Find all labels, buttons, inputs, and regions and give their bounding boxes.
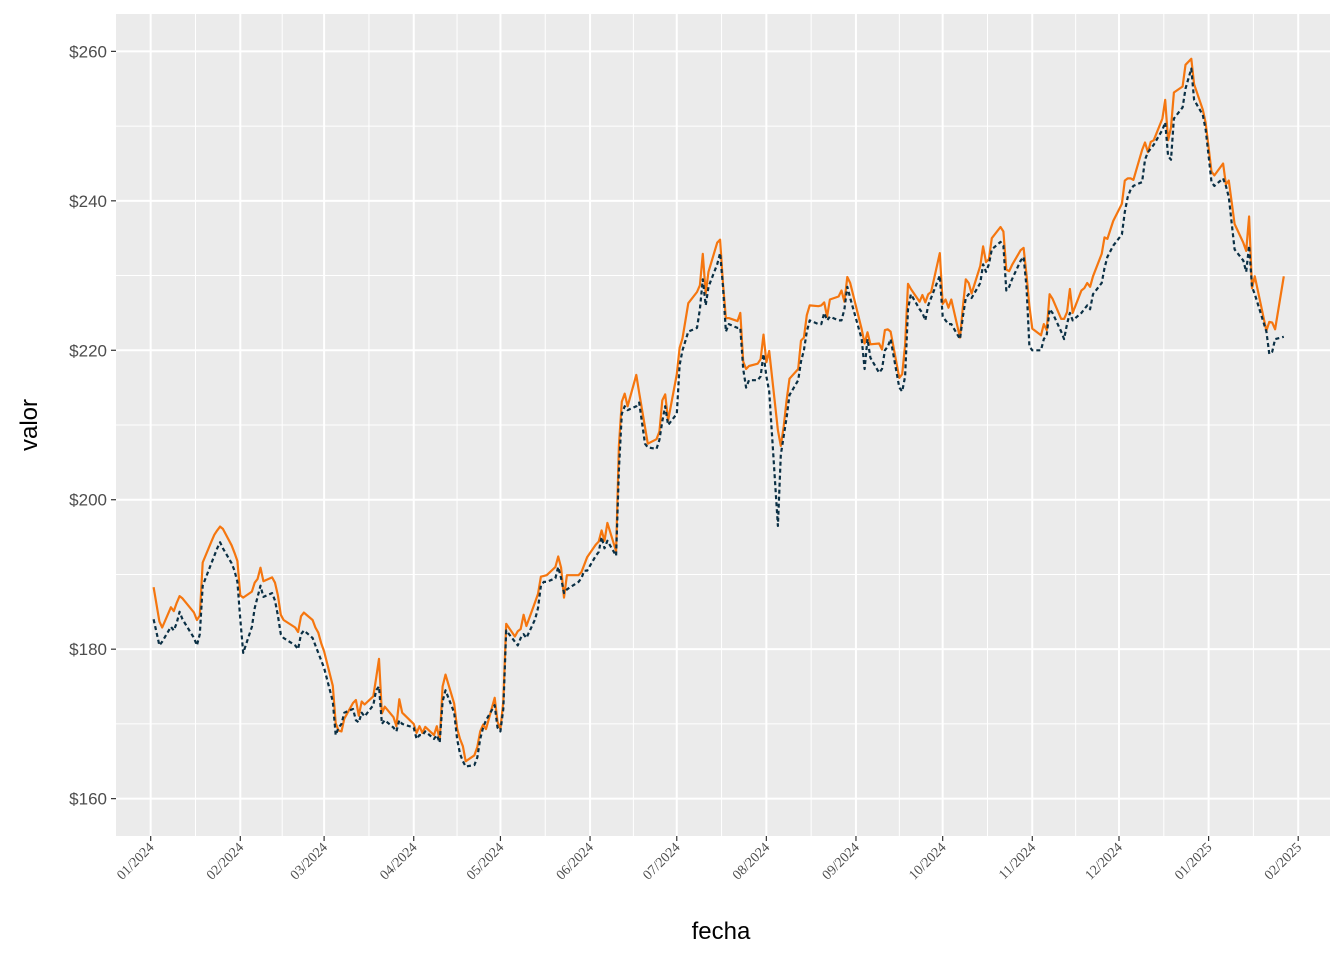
y-tick-label: $240	[69, 192, 107, 211]
x-tick-label: 04/2024	[377, 840, 420, 883]
x-tick-label: 06/2024	[554, 840, 597, 883]
x-tick-label: 03/2024	[288, 840, 331, 883]
major-gridlines	[116, 14, 1330, 836]
x-tick-label: 11/2024	[996, 840, 1039, 883]
x-tick-label: 02/2024	[204, 840, 247, 883]
x-tick-label: 08/2024	[730, 840, 773, 883]
series-line-2	[152, 67, 1285, 768]
x-axis: 01/2024 02/2024 03/2024 04/2024 05/2024 06/20…	[114, 836, 1305, 883]
y-axis-title: valor	[16, 399, 43, 451]
x-tick-label: 07/2024	[641, 840, 684, 883]
y-axis: $160 $180 $200 $220 $240 $260	[69, 42, 116, 809]
y-tick-label: $220	[69, 341, 107, 360]
series-layer	[152, 57, 1285, 768]
x-tick-label: 09/2024	[820, 840, 863, 883]
y-tick-label: $180	[69, 640, 107, 659]
y-tick-label: $200	[69, 491, 107, 510]
x-tick-label: 02/2025	[1262, 840, 1305, 883]
series-line-1	[152, 57, 1285, 763]
x-tick-label: 01/2025	[1172, 840, 1215, 883]
minor-gridlines	[116, 14, 1330, 836]
x-tick-label: 05/2024	[464, 840, 507, 883]
x-tick-label: 10/2024	[906, 840, 949, 883]
x-axis-title: fecha	[692, 918, 751, 945]
x-tick-label: 01/2024	[114, 840, 157, 883]
y-tick-label: $160	[69, 790, 107, 809]
y-tick-label: $260	[69, 42, 107, 61]
x-tick-label: 12/2024	[1083, 840, 1126, 883]
